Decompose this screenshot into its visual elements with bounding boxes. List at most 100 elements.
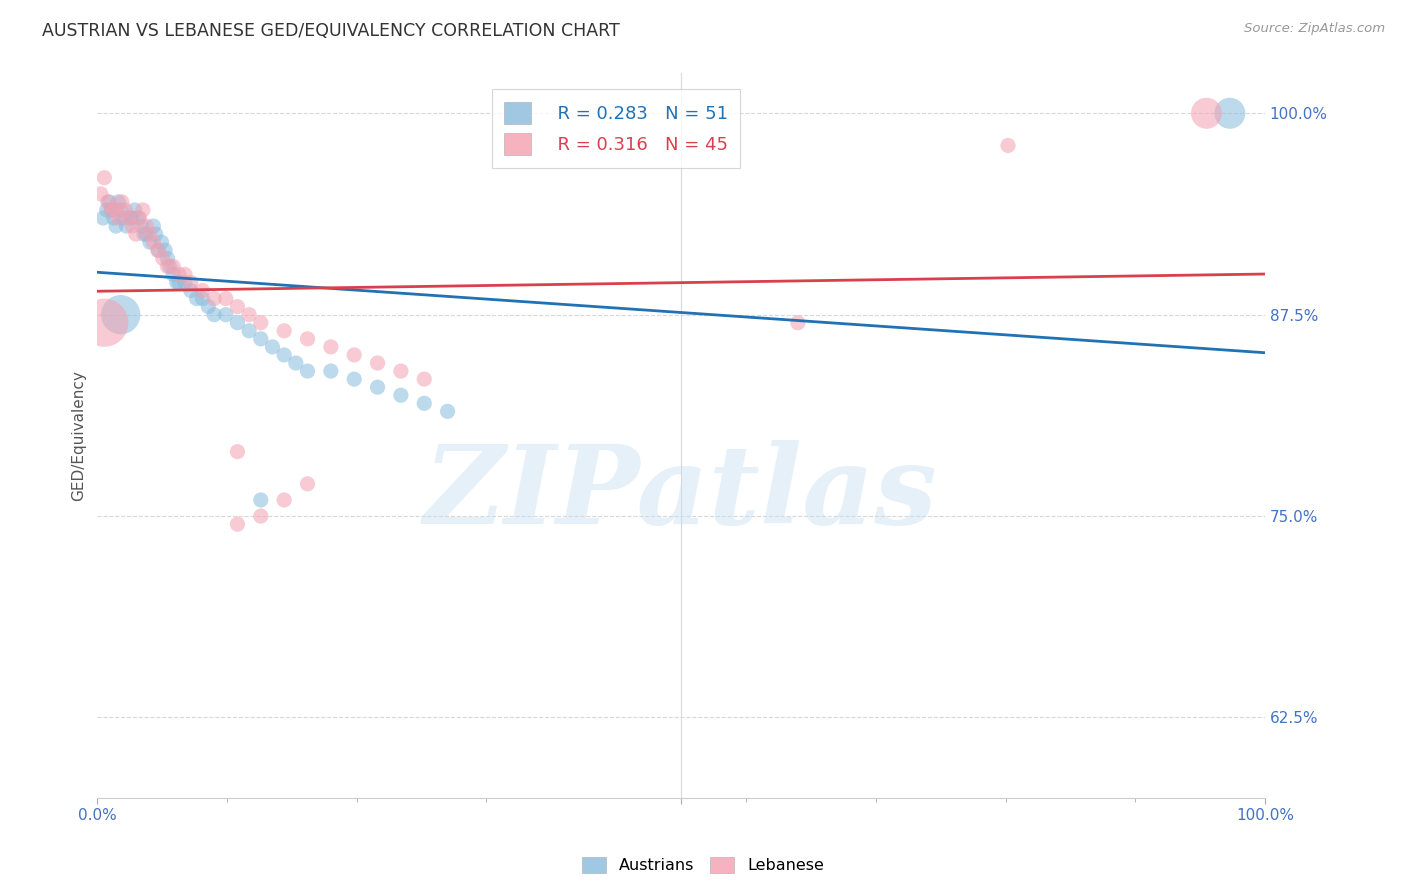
- Point: [107, 194, 129, 209]
- Point: [786, 316, 808, 330]
- Point: [156, 252, 179, 266]
- Point: [413, 396, 436, 410]
- Point: [135, 219, 157, 233]
- Point: [93, 170, 115, 185]
- Point: [142, 219, 165, 233]
- Point: [389, 388, 412, 402]
- Point: [319, 364, 342, 378]
- Point: [153, 244, 176, 258]
- Point: [273, 348, 295, 362]
- Point: [1219, 106, 1241, 120]
- Point: [115, 219, 138, 233]
- Point: [273, 493, 295, 508]
- Point: [367, 380, 389, 394]
- Point: [156, 260, 179, 274]
- Point: [226, 316, 249, 330]
- Point: [162, 260, 184, 274]
- Point: [124, 202, 146, 217]
- Point: [110, 308, 132, 322]
- Point: [146, 244, 169, 258]
- Point: [127, 211, 149, 225]
- Point: [110, 202, 132, 217]
- Point: [215, 308, 238, 322]
- Text: ZIPatlas: ZIPatlas: [425, 440, 938, 548]
- Point: [111, 194, 134, 209]
- Point: [100, 202, 122, 217]
- Point: [174, 268, 197, 282]
- Point: [91, 211, 114, 225]
- Point: [159, 260, 181, 274]
- Point: [145, 227, 167, 241]
- Point: [249, 509, 271, 524]
- Point: [96, 202, 118, 217]
- Point: [238, 324, 260, 338]
- Point: [146, 244, 169, 258]
- Point: [273, 324, 295, 338]
- Point: [367, 356, 389, 370]
- Point: [131, 219, 153, 233]
- Point: [186, 292, 208, 306]
- Point: [174, 276, 197, 290]
- Point: [167, 268, 190, 282]
- Point: [319, 340, 342, 354]
- Point: [249, 332, 271, 346]
- Point: [142, 235, 165, 249]
- Point: [202, 292, 225, 306]
- Point: [413, 372, 436, 386]
- Point: [107, 211, 129, 225]
- Point: [139, 235, 162, 249]
- Point: [297, 332, 319, 346]
- Point: [191, 284, 214, 298]
- Point: [180, 276, 202, 290]
- Text: AUSTRIAN VS LEBANESE GED/EQUIVALENCY CORRELATION CHART: AUSTRIAN VS LEBANESE GED/EQUIVALENCY COR…: [42, 22, 620, 40]
- Point: [125, 227, 148, 241]
- Point: [1195, 106, 1218, 120]
- Point: [297, 476, 319, 491]
- Point: [343, 348, 366, 362]
- Point: [93, 316, 115, 330]
- Legend:   R = 0.283   N = 51,   R = 0.316   N = 45: R = 0.283 N = 51, R = 0.316 N = 45: [492, 89, 741, 168]
- Point: [90, 186, 112, 201]
- Point: [132, 202, 155, 217]
- Point: [118, 211, 141, 225]
- Point: [180, 284, 202, 298]
- Point: [436, 404, 458, 418]
- Point: [249, 316, 271, 330]
- Point: [197, 300, 219, 314]
- Point: [139, 227, 162, 241]
- Point: [121, 211, 143, 225]
- Point: [389, 364, 412, 378]
- Point: [121, 219, 143, 233]
- Point: [97, 194, 120, 209]
- Y-axis label: GED/Equivalency: GED/Equivalency: [72, 370, 86, 501]
- Text: Source: ZipAtlas.com: Source: ZipAtlas.com: [1244, 22, 1385, 36]
- Point: [226, 300, 249, 314]
- Point: [215, 292, 238, 306]
- Point: [152, 252, 174, 266]
- Point: [104, 202, 127, 217]
- Point: [297, 364, 319, 378]
- Point: [105, 219, 128, 233]
- Point: [150, 235, 173, 249]
- Point: [226, 444, 249, 458]
- Point: [118, 211, 141, 225]
- Point: [249, 493, 271, 508]
- Point: [114, 202, 136, 217]
- Legend: Austrians, Lebanese: Austrians, Lebanese: [576, 850, 830, 880]
- Point: [202, 308, 225, 322]
- Point: [166, 276, 188, 290]
- Point: [128, 211, 150, 225]
- Point: [100, 202, 122, 217]
- Point: [112, 211, 135, 225]
- Point: [238, 308, 260, 322]
- Point: [98, 194, 121, 209]
- Point: [343, 372, 366, 386]
- Point: [167, 276, 190, 290]
- Point: [191, 292, 214, 306]
- Point: [262, 340, 284, 354]
- Point: [997, 138, 1019, 153]
- Point: [226, 517, 249, 532]
- Point: [135, 227, 157, 241]
- Point: [132, 227, 155, 241]
- Point: [162, 268, 184, 282]
